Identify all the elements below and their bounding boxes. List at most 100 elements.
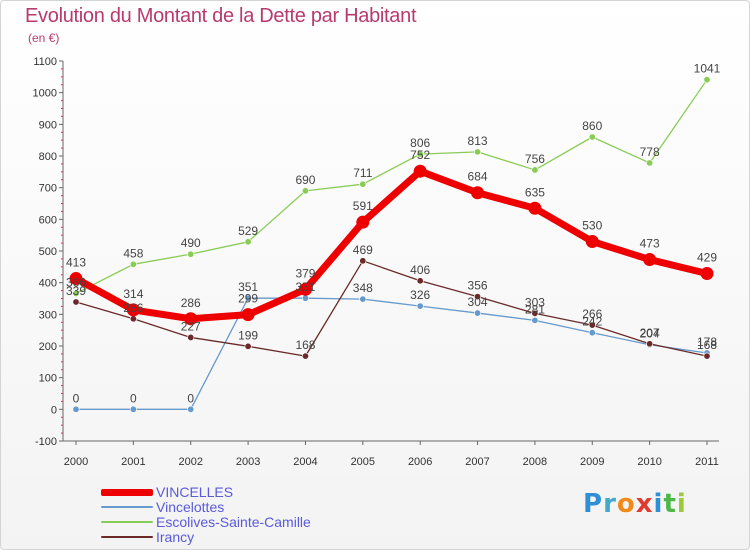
data-label: 199 <box>238 328 258 342</box>
data-point <box>646 340 654 348</box>
data-label: 168 <box>295 338 315 352</box>
legend-label: Escolives-Sainte-Camille <box>156 514 311 530</box>
x-tick-label: 2000 <box>64 456 88 468</box>
data-point <box>588 329 596 337</box>
data-point <box>244 238 252 246</box>
data-label: 266 <box>582 307 602 321</box>
y-tick-label: 700 <box>39 183 57 195</box>
data-label: 530 <box>582 219 602 233</box>
y-tick-label: 800 <box>39 151 57 163</box>
series-line-0 <box>72 167 711 323</box>
legend-swatch <box>101 521 153 523</box>
legend-swatch <box>101 506 153 508</box>
data-point <box>301 294 309 302</box>
data-label: 860 <box>582 119 602 133</box>
y-tick-label: 900 <box>39 119 57 131</box>
x-tick-label: 2009 <box>580 456 604 468</box>
legend-label: VINCELLES <box>156 484 234 500</box>
data-label: 178 <box>697 335 717 349</box>
data-point <box>416 277 424 285</box>
data-label: 339 <box>66 284 86 298</box>
data-label: 379 <box>295 266 315 280</box>
data-label: 1041 <box>694 62 721 76</box>
data-label: 326 <box>410 288 430 302</box>
data-label: 351 <box>295 280 315 294</box>
data-point <box>301 352 309 360</box>
x-tick-label: 2006 <box>408 456 432 468</box>
data-label: 227 <box>181 319 201 333</box>
x-tick-label: 2005 <box>351 456 375 468</box>
data-label: 406 <box>410 263 430 277</box>
data-point <box>129 260 137 268</box>
data-label: 0 <box>187 391 194 405</box>
series-line-3 <box>75 260 708 357</box>
data-point <box>187 405 195 413</box>
data-point <box>700 266 714 280</box>
chart-axes: -100010020030040050060070080090010001100… <box>33 56 719 468</box>
data-label: 813 <box>468 134 488 148</box>
data-label: 207 <box>640 326 660 340</box>
data-label: 348 <box>353 281 373 295</box>
data-label: 413 <box>66 256 86 270</box>
data-label: 314 <box>123 287 143 301</box>
x-tick-label: 2001 <box>121 456 145 468</box>
data-point <box>69 272 83 286</box>
data-point <box>126 303 140 317</box>
data-point <box>241 308 255 322</box>
data-point <box>703 76 711 84</box>
x-tick-label: 2002 <box>178 456 202 468</box>
data-label: 286 <box>123 301 143 315</box>
data-label: 168 <box>697 338 717 352</box>
data-point <box>187 250 195 258</box>
data-label: 778 <box>640 145 660 159</box>
y-tick-label: 200 <box>39 341 57 353</box>
data-point <box>416 150 424 158</box>
data-label: 0 <box>73 391 80 405</box>
data-label: 429 <box>697 250 717 264</box>
data-label: 635 <box>525 185 545 199</box>
data-point <box>588 321 596 329</box>
data-point <box>356 215 370 229</box>
y-tick-label: 600 <box>39 214 57 226</box>
data-label: 356 <box>468 279 488 293</box>
chart-unit-label: (en €) <box>28 31 60 45</box>
legend-label: Irancy <box>156 529 195 545</box>
data-point <box>72 405 80 413</box>
x-tick-label: 2004 <box>293 456 317 468</box>
data-label: 690 <box>295 173 315 187</box>
data-label: 286 <box>181 296 201 310</box>
data-point <box>244 294 252 302</box>
data-point <box>588 133 596 141</box>
data-label: 366 <box>66 275 86 289</box>
data-point <box>184 312 198 326</box>
data-label: 204 <box>640 327 660 341</box>
y-tick-label: 400 <box>39 278 57 290</box>
data-label: 529 <box>238 224 258 238</box>
data-label: 711 <box>353 166 372 180</box>
data-point <box>646 159 654 167</box>
data-point <box>471 186 485 200</box>
x-tick-label: 2008 <box>523 456 547 468</box>
data-point <box>474 309 482 317</box>
x-tick-label: 2007 <box>465 456 489 468</box>
data-point <box>474 293 482 301</box>
series-line-2 <box>75 79 708 295</box>
data-label: 591 <box>353 199 373 213</box>
data-label: 756 <box>525 152 545 166</box>
data-label: 281 <box>525 302 545 316</box>
data-point <box>359 257 367 265</box>
data-point <box>129 405 137 413</box>
data-point <box>531 309 539 317</box>
data-point <box>531 166 539 174</box>
chart-title: Evolution du Montant de la Dette par Hab… <box>25 5 417 27</box>
data-point <box>585 235 599 248</box>
data-label: 490 <box>181 236 201 250</box>
data-label: 242 <box>582 315 602 329</box>
data-point <box>298 282 312 296</box>
y-tick-label: 300 <box>39 309 57 321</box>
brand-logo: Proxiti <box>583 489 687 519</box>
y-tick-label: 1000 <box>33 88 57 100</box>
